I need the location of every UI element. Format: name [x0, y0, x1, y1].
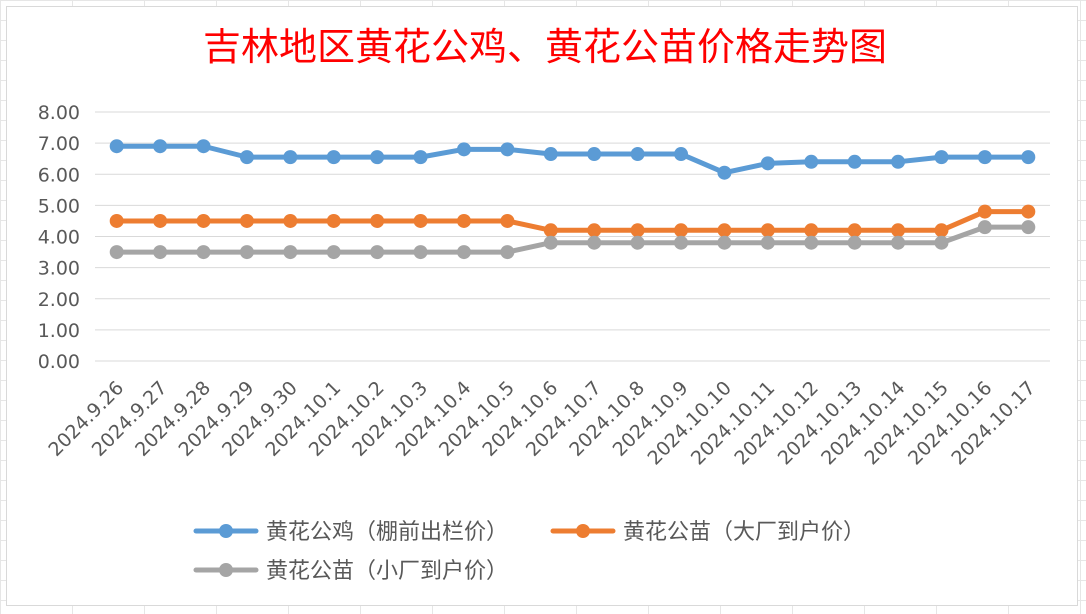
data-point	[543, 235, 558, 250]
series-3	[109, 220, 1036, 260]
data-point	[370, 245, 385, 260]
data-point	[674, 147, 689, 162]
data-point	[1021, 150, 1036, 165]
data-point	[413, 245, 428, 260]
data-point	[370, 213, 385, 228]
data-point	[370, 150, 385, 165]
gridlines	[95, 111, 1050, 362]
data-point	[196, 213, 211, 228]
data-point	[977, 150, 992, 165]
y-tick-label: 4.00	[38, 227, 80, 249]
data-point	[239, 150, 254, 165]
data-point	[977, 220, 992, 235]
data-point	[283, 213, 298, 228]
data-point	[891, 154, 906, 169]
data-point	[239, 245, 254, 260]
data-point	[456, 245, 471, 260]
data-point	[977, 204, 992, 219]
data-point	[891, 235, 906, 250]
data-point	[456, 213, 471, 228]
data-point	[804, 223, 819, 238]
data-point	[847, 223, 862, 238]
series-lines	[109, 139, 1036, 260]
data-point	[109, 245, 124, 260]
data-point	[413, 213, 428, 228]
chart-title: 吉林地区黄花公鸡、黄花公苗价格走势图	[203, 25, 887, 69]
data-point	[109, 139, 124, 154]
data-point	[543, 147, 558, 162]
data-point	[109, 213, 124, 228]
y-axis-tick-labels: 0.00 1.00 2.00 3.00 4.00 5.00 6.00 7.00 8.00	[38, 102, 80, 373]
data-point	[1021, 220, 1036, 235]
y-tick-label: 5.00	[38, 195, 80, 217]
data-point	[543, 223, 558, 238]
y-tick-label: 2.00	[38, 289, 80, 311]
data-point	[587, 223, 602, 238]
data-point	[196, 139, 211, 154]
data-point	[587, 235, 602, 250]
data-point	[283, 150, 298, 165]
legend-item: 黄花公苗（大厂到户价）	[550, 520, 865, 545]
data-point	[153, 245, 168, 260]
data-point	[674, 223, 689, 238]
data-point	[717, 235, 732, 250]
legend-label: 黄花公苗（大厂到户价）	[623, 520, 865, 545]
series-line	[114, 224, 1031, 255]
data-point	[283, 245, 298, 260]
data-point	[934, 150, 949, 165]
data-point	[674, 235, 689, 250]
data-point	[934, 235, 949, 250]
data-point	[804, 154, 819, 169]
legend-label: 黄花公鸡（棚前出栏价）	[266, 520, 508, 545]
legend-marker	[219, 524, 233, 538]
legend-item: 黄花公鸡（棚前出栏价）	[193, 520, 508, 545]
data-point	[500, 213, 515, 228]
y-tick-label: 6.00	[38, 164, 80, 186]
y-tick-label: 0.00	[38, 351, 80, 373]
legend-item: 黄花公苗（小厂到户价）	[193, 559, 508, 584]
legend-marker	[219, 563, 233, 577]
legend-label: 黄花公苗（小厂到户价）	[266, 559, 508, 584]
data-point	[500, 142, 515, 157]
data-point	[760, 223, 775, 238]
series-line	[114, 143, 1031, 176]
data-point	[326, 150, 341, 165]
data-point	[630, 235, 645, 250]
data-point	[717, 165, 732, 180]
data-point	[326, 245, 341, 260]
data-point	[1021, 204, 1036, 219]
legend: 黄花公鸡（棚前出栏价） 黄花公苗（大厂到户价） 黄花公苗（小厂到户价）	[193, 520, 865, 584]
y-tick-label: 8.00	[38, 102, 80, 124]
data-point	[891, 223, 906, 238]
series-1	[109, 139, 1036, 180]
data-point	[326, 213, 341, 228]
data-point	[196, 245, 211, 260]
data-point	[934, 223, 949, 238]
data-point	[153, 213, 168, 228]
chart-frame	[6, 6, 1078, 606]
y-tick-label: 1.00	[38, 320, 80, 342]
data-point	[456, 142, 471, 157]
series-line	[114, 209, 1031, 233]
data-point	[847, 235, 862, 250]
data-point	[630, 147, 645, 162]
data-point	[587, 147, 602, 162]
data-point	[413, 150, 428, 165]
y-tick-label: 7.00	[38, 133, 80, 155]
series-2	[109, 204, 1036, 238]
data-point	[760, 235, 775, 250]
legend-marker	[576, 524, 590, 538]
data-point	[630, 223, 645, 238]
data-point	[717, 223, 732, 238]
y-tick-label: 3.00	[38, 258, 80, 280]
data-point	[239, 213, 254, 228]
x-axis-tick-labels: 2024.9.262024.9.272024.9.282024.9.292024…	[44, 377, 1040, 469]
data-point	[847, 154, 862, 169]
data-point	[804, 235, 819, 250]
data-point	[760, 156, 775, 171]
data-point	[153, 139, 168, 154]
data-point	[500, 245, 515, 260]
